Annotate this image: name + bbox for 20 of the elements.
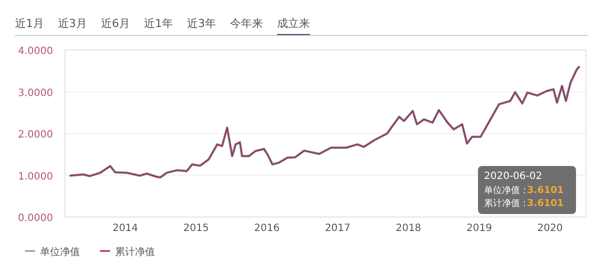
annotation: 3.6101: [527, 185, 564, 196]
y-tick-label: 3.0000: [18, 88, 53, 99]
y-tick-label: 2.0000: [18, 130, 53, 140]
annotation: 累计净值：: [484, 198, 529, 209]
x-tick-label: 2018: [396, 223, 422, 234]
y-tick-label: 0.0000: [18, 213, 53, 224]
x-tick-label: 2016: [254, 223, 280, 234]
y-tick-label: 4.0000: [18, 46, 53, 57]
y-tick-label: 1.0000: [18, 171, 53, 182]
annotation: 2020-06-02: [484, 171, 542, 182]
x-tick-label: 2015: [183, 223, 209, 234]
legend-label: 单位净值: [40, 246, 80, 258]
x-tick-label: 2014: [112, 223, 138, 234]
tabs: 近1月 近3月 近6月 近1年 近3年 今年来 成立来: [15, 17, 310, 36]
x-tick-label: 2019: [466, 223, 492, 234]
annotation: 3.6101: [527, 198, 564, 209]
x-tick-label: 2017: [324, 223, 350, 234]
legend-label: 累计净值: [115, 246, 155, 258]
annotation: 单位净值：: [484, 185, 529, 196]
x-tick-label: 2020: [537, 223, 563, 234]
